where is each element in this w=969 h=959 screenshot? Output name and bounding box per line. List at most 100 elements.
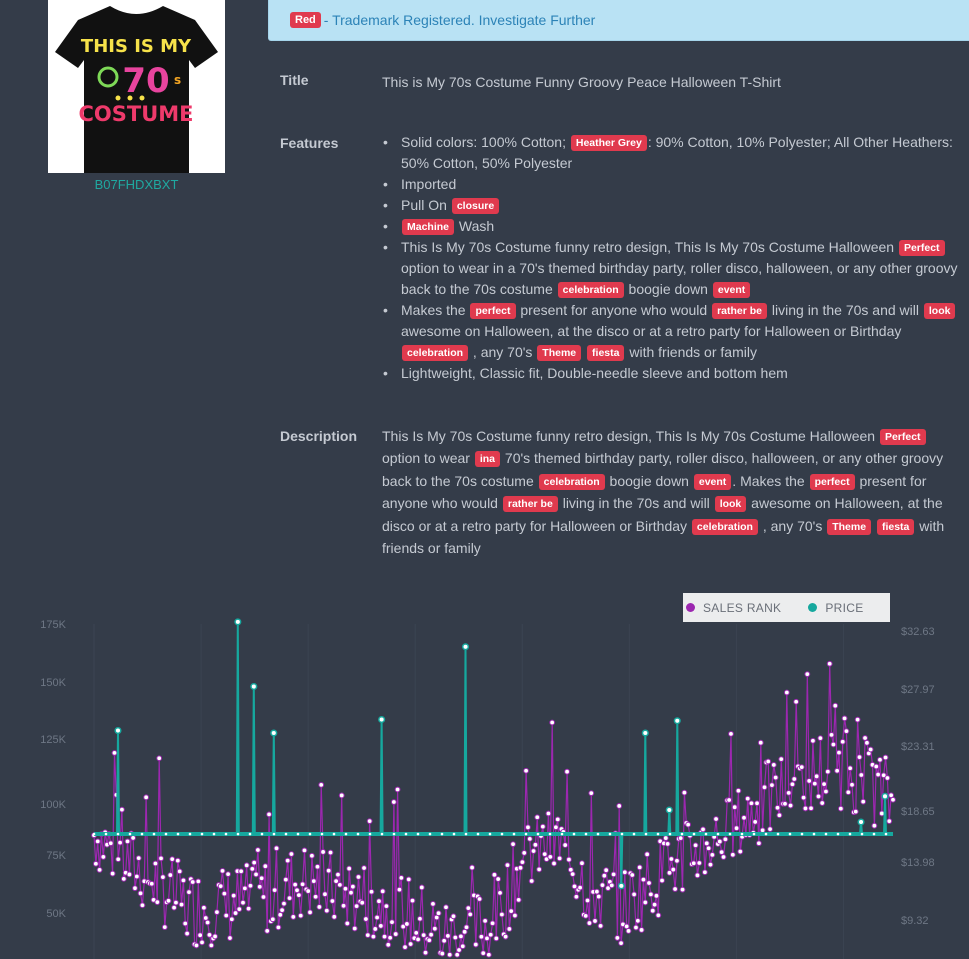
asin-link[interactable]: B07FHDXBXT	[94, 177, 179, 192]
sales-rank-point	[426, 937, 433, 944]
legend-price[interactable]: PRICE	[808, 601, 863, 615]
price-point	[617, 882, 625, 890]
sales-rank-point	[253, 871, 259, 878]
sales-rank-point	[132, 885, 138, 892]
sales-rank-point	[621, 869, 628, 876]
sales-rank-point	[120, 875, 127, 882]
y-right-tick-label: $27.97	[901, 684, 935, 696]
price-baseline-point	[200, 832, 204, 836]
sales-rank-point	[655, 912, 662, 919]
sales-rank-point	[413, 930, 420, 936]
price-point	[461, 643, 470, 651]
keyword-tag: Heather Grey	[570, 135, 647, 151]
sales-rank-point	[789, 781, 796, 788]
sales-rank-point	[260, 894, 267, 900]
sales-rank-point	[305, 888, 312, 894]
sales-rank-point	[508, 908, 515, 914]
sales-rank-point	[96, 867, 103, 873]
y-left-tick-label: 150K	[40, 677, 66, 689]
sales-rank-point	[785, 789, 792, 796]
keyword-tag: rather be	[712, 303, 768, 319]
sales-rank-point	[152, 860, 159, 867]
price-baseline-point	[212, 832, 216, 836]
sales-rank-point	[800, 794, 807, 801]
sales-rank-point	[759, 827, 766, 834]
sales-rank-point	[536, 866, 543, 873]
price-baseline-point	[416, 832, 420, 836]
sales-rank-point	[297, 912, 304, 919]
text-segment: option to wear in a 70's themed birthday…	[401, 260, 958, 297]
sales-rank-point	[674, 857, 680, 864]
sales-rank-point	[431, 925, 438, 932]
text-segment: boogie down	[624, 281, 712, 297]
keyword-tag: Theme	[537, 345, 582, 361]
sales-rank-point	[307, 909, 313, 916]
sales-rank-point	[430, 900, 436, 907]
sales-rank-point	[592, 918, 598, 924]
sales-rank-point	[756, 840, 762, 847]
text-segment: This Is My 70s Costume funny retro desig…	[401, 239, 898, 255]
sales-rank-point	[335, 871, 341, 878]
price-baseline-point	[872, 832, 876, 836]
sales-rank-point	[482, 917, 489, 924]
sales-rank-point	[376, 898, 382, 905]
text-segment: present for anyone who would	[516, 302, 712, 318]
sales-rank-point	[713, 816, 719, 822]
sales-rank-point	[286, 895, 293, 902]
price-baseline-point	[716, 832, 720, 836]
sales-rank-point	[597, 922, 604, 929]
price-baseline-point	[368, 832, 372, 836]
sales-rank-point	[571, 883, 578, 890]
sales-rank-point	[595, 893, 602, 900]
sales-rank-point	[534, 814, 541, 821]
price-baseline-point	[632, 832, 636, 836]
sales-rank-point	[629, 872, 636, 878]
sales-rank-point	[703, 840, 710, 847]
keyword-tag: celebration	[538, 473, 605, 490]
sales-rank-point	[389, 919, 395, 925]
legend-sales-rank[interactable]: SALES RANK	[686, 601, 781, 615]
sales-rank-point	[579, 860, 585, 867]
sales-rank-point	[323, 907, 330, 914]
sales-rank-point	[232, 910, 239, 916]
sales-rank-point	[588, 790, 595, 797]
sales-rank-point	[230, 892, 237, 899]
price-baseline-point	[332, 832, 336, 836]
price-baseline-point	[860, 832, 864, 836]
sales-rank-point	[403, 921, 410, 927]
sales-rank-point	[858, 772, 865, 778]
sales-rank-point	[636, 864, 643, 871]
sales-rank-point	[646, 880, 652, 886]
sales-rank-point	[361, 865, 367, 871]
sales-rank-point	[748, 800, 755, 807]
title-label: Title	[280, 72, 309, 88]
sales-rank-point	[309, 852, 315, 859]
sales-rank-point	[849, 781, 855, 788]
price-baseline-point	[764, 832, 768, 836]
sales-rank-point	[582, 912, 589, 919]
sales-rank-point	[515, 896, 522, 903]
sales-rank-point	[225, 871, 231, 878]
sales-rank-point	[828, 731, 835, 738]
price-point	[665, 806, 673, 814]
features-list: Solid colors: 100% Cotton; Heather Grey:…	[382, 132, 962, 384]
y-right-tick-label: $9.32	[901, 915, 929, 927]
sales-rank-point	[161, 924, 168, 931]
keyword-tag: Perfect	[898, 240, 945, 256]
sales-rank-point	[804, 671, 811, 678]
sales-rank-point	[841, 715, 848, 722]
sales-rank-point	[633, 924, 639, 931]
sales-rank-point	[830, 741, 837, 748]
text-segment: present for anyone who would	[382, 472, 927, 512]
sales-rank-point	[381, 933, 388, 940]
sales-rank-point	[200, 904, 207, 911]
sales-rank-point	[556, 855, 563, 862]
product-image[interactable]: THIS IS MY 70 s COSTUME	[48, 0, 225, 173]
sales-rank-point	[668, 856, 675, 862]
sales-rank-point	[340, 902, 347, 909]
chart-legend: SALES RANK PRICE	[683, 593, 890, 622]
sales-rank-point	[256, 883, 263, 890]
sales-rank-point	[189, 879, 196, 885]
sales-rank-point	[700, 826, 706, 833]
alert-message[interactable]: - Trademark Registered. Investigate Furt…	[323, 12, 596, 28]
